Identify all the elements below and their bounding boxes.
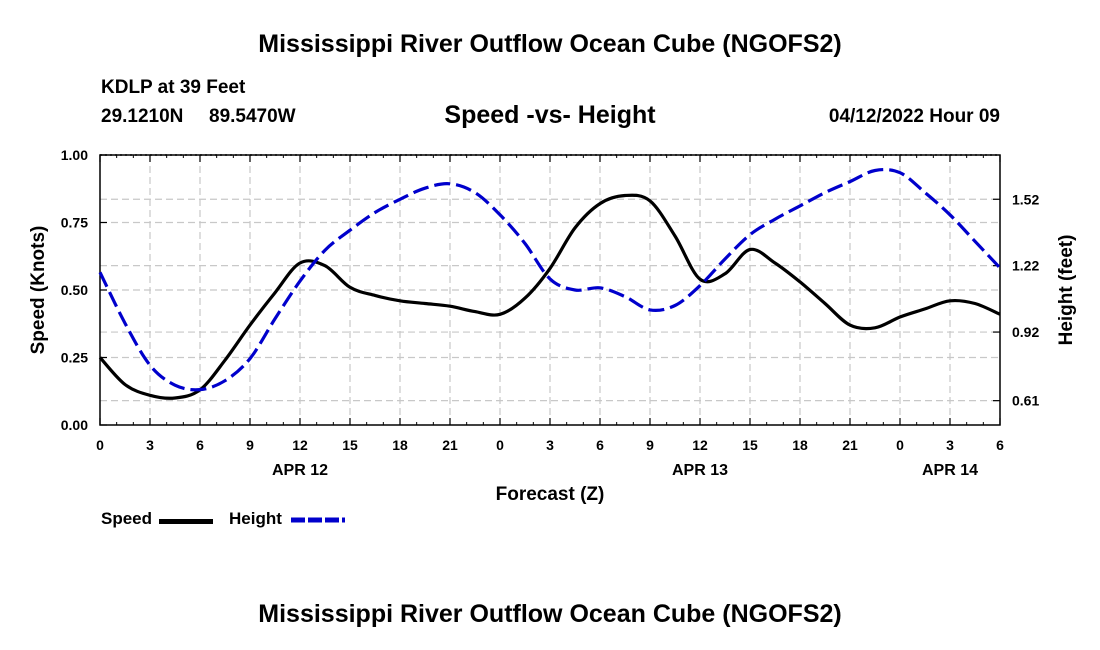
x-tick-label: 0 [496, 437, 504, 453]
x-tick-label: 15 [342, 437, 358, 453]
x-tick-label: 15 [742, 437, 758, 453]
y-right-tick-label: 0.61 [1012, 393, 1039, 409]
x-tick-label: 18 [792, 437, 808, 453]
chart-legend: Speed Height [101, 509, 401, 531]
x-tick-label: 6 [596, 437, 604, 453]
date-label: APR 14 [922, 462, 978, 479]
x-tick-label: 12 [692, 437, 708, 453]
forecast-datetime: 04/12/2022 Hour 09 [828, 106, 1000, 127]
speed-height-chart: 0 3 6 9 12 15 18 21 0 3 6 9 12 15 18 21 0 3 6 APR 12 APR 13 A… [28, 147, 1077, 505]
chart-grid [100, 155, 1000, 425]
y-axis-left-title: Speed (Knots) [28, 226, 49, 355]
legend-swatch-speed [159, 519, 213, 524]
x-tick-label: 6 [196, 437, 204, 453]
legend-label-height: Height [229, 509, 282, 528]
date-label: APR 12 [272, 462, 328, 479]
x-tick-label: 3 [946, 437, 954, 453]
x-tick-label: 0 [896, 437, 904, 453]
y-left-tick-label: 0.00 [61, 417, 88, 433]
x-tick-label: 18 [392, 437, 408, 453]
legend-label-speed: Speed [101, 509, 153, 528]
axis-ticks: 0 3 6 9 12 15 18 21 0 3 6 9 12 15 18 21 0 3 6 APR 12 APR 13 A… [61, 147, 1040, 479]
series-line-speed [98, 193, 1001, 400]
x-tick-label: 21 [442, 437, 458, 453]
x-tick-label: 12 [292, 437, 308, 453]
x-tick-label: 0 [96, 437, 104, 453]
y-left-tick-label: 0.50 [61, 282, 88, 298]
x-axis-title: Forecast (Z) [496, 484, 605, 505]
chart-subtitle: Speed -vs- Height [444, 101, 656, 129]
y-right-tick-label: 0.92 [1012, 324, 1039, 340]
station-name: KDLP at 39 Feet [101, 77, 246, 98]
y-left-tick-label: 0.75 [61, 215, 88, 231]
date-label: APR 13 [672, 462, 728, 479]
x-tick-label: 3 [546, 437, 554, 453]
x-tick-label: 9 [246, 437, 254, 453]
station-latitude: 29.1210N [101, 106, 184, 127]
x-tick-label: 6 [996, 437, 1004, 453]
y-left-tick-label: 0.25 [61, 350, 88, 366]
x-tick-label: 9 [646, 437, 654, 453]
y-axis-right-title: Height (feet) [1056, 235, 1077, 346]
x-tick-label: 3 [146, 437, 154, 453]
x-tick-label: 21 [842, 437, 858, 453]
series-layer [98, 167, 1002, 400]
y-right-tick-label: 1.52 [1012, 191, 1039, 207]
chart-footer-title: Mississippi River Outflow Ocean Cube (NG… [258, 600, 842, 628]
series-line-height [98, 167, 1002, 392]
chart-main-title: Mississippi River Outflow Ocean Cube (NG… [258, 30, 842, 58]
legend-swatch-height [291, 517, 345, 523]
station-longitude: 89.5470W [209, 106, 296, 127]
y-left-tick-label: 1.00 [61, 147, 88, 163]
y-right-tick-label: 1.22 [1012, 258, 1039, 274]
